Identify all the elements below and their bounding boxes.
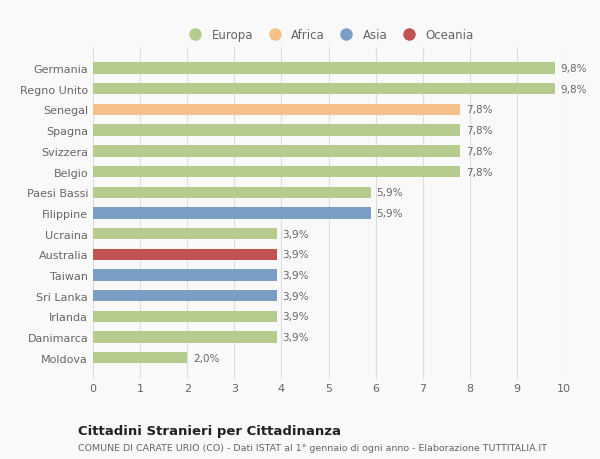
Text: COMUNE DI CARATE URIO (CO) - Dati ISTAT al 1° gennaio di ogni anno - Elaborazion: COMUNE DI CARATE URIO (CO) - Dati ISTAT …	[78, 443, 547, 452]
Bar	[93, 229, 277, 240]
Bar	[93, 146, 460, 157]
Text: 5,9%: 5,9%	[377, 188, 403, 198]
Bar	[93, 208, 371, 219]
Bar	[93, 311, 277, 322]
Bar	[93, 84, 554, 95]
Text: 9,8%: 9,8%	[560, 84, 587, 95]
Text: 3,9%: 3,9%	[283, 270, 309, 280]
Text: 3,9%: 3,9%	[283, 291, 309, 301]
Text: 9,8%: 9,8%	[560, 64, 587, 74]
Bar	[93, 105, 460, 116]
Text: 7,8%: 7,8%	[466, 105, 493, 115]
Text: 7,8%: 7,8%	[466, 167, 493, 177]
Text: 3,9%: 3,9%	[283, 312, 309, 322]
Text: 7,8%: 7,8%	[466, 126, 493, 136]
Bar	[93, 332, 277, 343]
Legend: Europa, Africa, Asia, Oceania: Europa, Africa, Asia, Oceania	[179, 24, 478, 47]
Bar	[93, 187, 371, 198]
Text: 5,9%: 5,9%	[377, 208, 403, 218]
Text: 3,9%: 3,9%	[283, 250, 309, 260]
Text: 3,9%: 3,9%	[283, 229, 309, 239]
Bar	[93, 63, 554, 74]
Bar	[93, 270, 277, 281]
Bar	[93, 249, 277, 260]
Text: Cittadini Stranieri per Cittadinanza: Cittadini Stranieri per Cittadinanza	[78, 425, 341, 437]
Text: 2,0%: 2,0%	[193, 353, 219, 363]
Bar	[93, 353, 187, 364]
Text: 7,8%: 7,8%	[466, 146, 493, 157]
Text: 3,9%: 3,9%	[283, 332, 309, 342]
Bar	[93, 125, 460, 136]
Bar	[93, 291, 277, 302]
Bar	[93, 167, 460, 178]
